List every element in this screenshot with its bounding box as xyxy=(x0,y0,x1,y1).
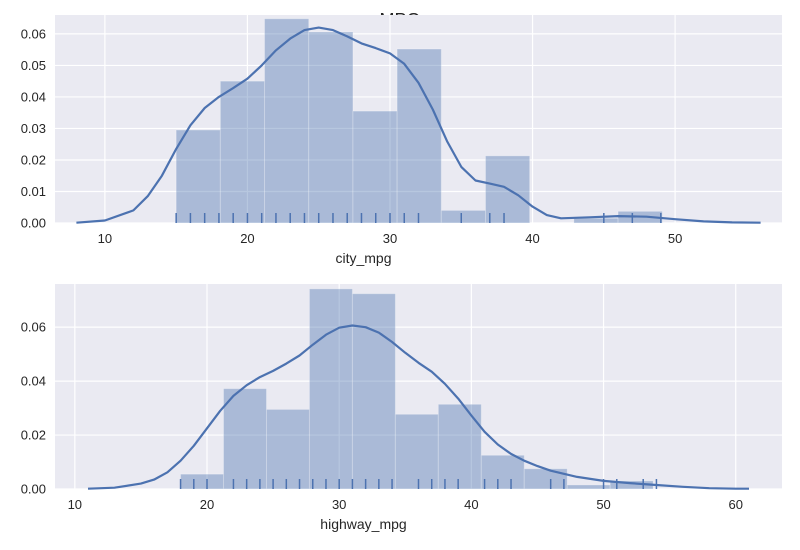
y-tick-label: 0.00 xyxy=(21,216,46,231)
plot-background xyxy=(55,284,782,489)
histogram-bar xyxy=(180,473,225,490)
histogram-bar xyxy=(566,484,611,490)
histogram-bar xyxy=(351,293,396,490)
histogram-bar xyxy=(265,408,310,490)
x-tick-label: 40 xyxy=(464,497,478,512)
histogram-bar xyxy=(223,388,267,490)
y-tick-label: 0.06 xyxy=(21,320,46,335)
histogram-bar xyxy=(437,403,482,490)
x-tick-label: 50 xyxy=(596,497,610,512)
histogram-bar xyxy=(396,48,442,224)
y-tick-label: 0.05 xyxy=(21,58,46,73)
x-tick-label: 10 xyxy=(98,231,112,246)
histogram-bar xyxy=(352,110,398,224)
city-mpg-panel: 10 20 30 40 50 0.00 0.01 0.02 0.03 0.04 0.05 0.06 ci… xyxy=(21,15,782,266)
histogram-bar xyxy=(394,413,439,490)
x-tick-label: 20 xyxy=(200,497,214,512)
y-tick-label: 0.06 xyxy=(21,26,46,41)
histogram-bar xyxy=(480,454,525,490)
histogram-bar xyxy=(308,31,354,224)
x-axis-label: highway_mpg xyxy=(320,516,406,532)
y-tick-label: 0.00 xyxy=(21,482,46,497)
x-tick-label: 30 xyxy=(332,497,346,512)
x-tick-label: 60 xyxy=(729,497,743,512)
kde-line xyxy=(87,324,749,490)
y-tick-label: 0.03 xyxy=(21,121,46,136)
plot-background xyxy=(55,15,782,223)
histogram-bar xyxy=(219,80,266,224)
x-tick-label: 10 xyxy=(68,497,82,512)
x-tick-label: 50 xyxy=(668,231,682,246)
histogram-bar xyxy=(264,18,310,224)
y-tick-label: 0.01 xyxy=(21,184,46,199)
y-tick-label: 0.02 xyxy=(21,152,46,167)
histogram-bar xyxy=(523,468,568,490)
histogram-bar xyxy=(308,288,353,490)
x-tick-label: 30 xyxy=(383,231,397,246)
y-tick-label: 0.02 xyxy=(21,428,46,443)
histogram-bar xyxy=(440,209,486,224)
histogram-bar xyxy=(175,129,221,224)
x-tick-label: 20 xyxy=(240,231,254,246)
highway-mpg-panel: 10 20 30 40 50 60 0.00 0.02 0.04 0.06 highway_mpg xyxy=(21,284,782,532)
histogram-bar xyxy=(573,217,619,224)
kde-line xyxy=(76,26,761,224)
x-axis-label: city_mpg xyxy=(335,250,391,266)
x-tick-label: 40 xyxy=(525,231,539,246)
y-tick-label: 0.04 xyxy=(21,374,46,389)
y-tick-label: 0.04 xyxy=(21,89,46,104)
